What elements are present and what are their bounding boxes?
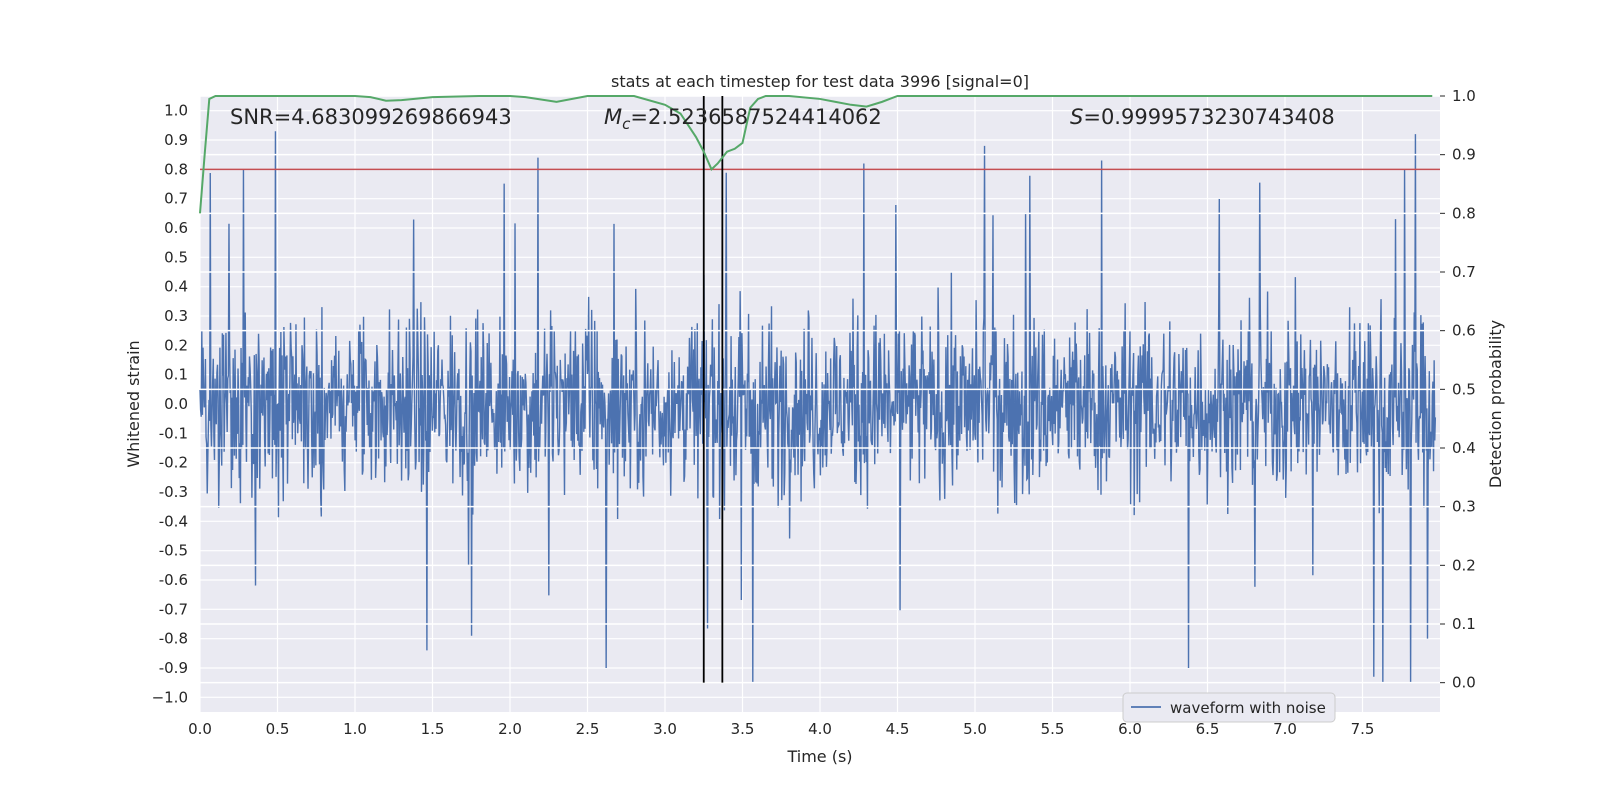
x-tick-label: 0.5 (266, 720, 290, 738)
y-left-tick-label: -0.2 (159, 454, 188, 472)
y-left-tick-label: 0.8 (164, 160, 188, 178)
y-left-tick-label: -0.5 (159, 542, 188, 560)
legend: waveform with noise (1122, 692, 1336, 723)
waveform-line (199, 131, 1437, 683)
x-tick-label: 5.5 (1041, 720, 1065, 738)
waveform-series (199, 131, 1437, 683)
x-tick-label: 4.0 (808, 720, 832, 738)
y-left-tick-label: -0.7 (159, 600, 188, 618)
left-axis-ticks: 1.0 0.9 0.8 0.7 0.6 0.5 0.4 0.3 0.2 0.1 0.0 -0.1 -0.… (152, 102, 188, 707)
y-left-tick-label: -0.3 (159, 483, 188, 501)
detection-probability-line (199, 95, 1433, 214)
x-tick-label: 1.0 (343, 720, 367, 738)
y-right-tick-label: 1.0 (1452, 87, 1476, 105)
y-right-tick-label: 0.9 (1452, 146, 1476, 164)
x-axis-label: Time (s) (786, 747, 852, 766)
x-tick-label: 4.5 (886, 720, 910, 738)
y-left-tick-label: 0.2 (164, 336, 188, 354)
y-axis-label-left: Whitened strain (124, 340, 143, 467)
s-value: =0.9999573230743408 (1083, 105, 1334, 129)
x-tick-label: 7.0 (1273, 720, 1297, 738)
x-tick-label: 6.5 (1196, 720, 1220, 738)
x-tick-label: 6.0 (1118, 720, 1142, 738)
x-tick-label: 2.5 (576, 720, 600, 738)
y-right-tick-label: 0.2 (1452, 556, 1476, 574)
y-right-tick-label: 0.5 (1452, 380, 1476, 398)
y-left-tick-label: −1.0 (152, 688, 188, 706)
x-tick-label: 3.5 (731, 720, 755, 738)
overlay-lines (199, 95, 1440, 684)
y-left-tick-label: 0.4 (164, 278, 188, 296)
y-left-tick-label: -0.4 (159, 512, 188, 530)
x-tick-label: 1.5 (421, 720, 445, 738)
legend-box (1122, 692, 1336, 723)
y-left-tick-label: 0.5 (164, 248, 188, 266)
snr-annotation: SNR=4.683099269866943 (230, 105, 512, 129)
s-symbol: S (1070, 105, 1083, 129)
y-left-tick-label: 1.0 (164, 102, 188, 120)
y-left-tick-label: 0.1 (164, 366, 188, 384)
y-left-tick-label: -0.9 (159, 659, 188, 677)
chirp-mass-subscript: c (622, 115, 631, 133)
x-tick-label: 7.5 (1351, 720, 1375, 738)
y-right-tick-label: 0.7 (1452, 263, 1476, 281)
x-tick-label: 2.0 (498, 720, 522, 738)
chart-title: stats at each timestep for test data 399… (611, 72, 1029, 91)
y-left-tick-label: -0.1 (159, 424, 188, 442)
x-tick-label: 0.0 (188, 720, 212, 738)
y-axis-label-right: Detection probability (1486, 320, 1505, 488)
y-left-tick-label: 0.6 (164, 219, 188, 237)
y-right-tick-label: 0.8 (1452, 204, 1476, 222)
y-right-tick-label: 0.6 (1452, 322, 1476, 340)
x-tick-label: 5.0 (963, 720, 987, 738)
chirp-mass-value: =2.5236587524414062 (630, 105, 881, 129)
x-axis-ticks: 0.0 0.5 1.0 1.5 2.0 2.5 3.0 3.5 4.0 4.5 5.0 5.5 6.0 6… (188, 720, 1374, 738)
y-left-tick-label: 0.9 (164, 131, 188, 149)
y-left-tick-label: -0.8 (159, 630, 188, 648)
s-annotation: S=0.9999573230743408 (1070, 105, 1335, 129)
chirp-mass-annotation: Mc=2.5236587524414062 (604, 105, 882, 133)
y-left-tick-label: 0.3 (164, 307, 188, 325)
y-left-tick-label: 0.7 (164, 190, 188, 208)
y-right-tick-label: 0.4 (1452, 439, 1476, 457)
legend-label: waveform with noise (1170, 699, 1326, 717)
x-tick-label: 3.0 (653, 720, 677, 738)
y-right-tick-label: 0.1 (1452, 615, 1476, 633)
y-left-tick-label: -0.6 (159, 571, 188, 589)
right-axis-ticks: 1.0 0.9 0.8 0.7 0.6 0.5 0.4 0.3 0.2 0.1 0.0 (1440, 87, 1476, 692)
chirp-mass-symbol: M (604, 105, 622, 129)
y-right-tick-label: 0.3 (1452, 498, 1476, 516)
y-left-tick-label: 0.0 (164, 395, 188, 413)
y-right-tick-label: 0.0 (1452, 674, 1476, 692)
